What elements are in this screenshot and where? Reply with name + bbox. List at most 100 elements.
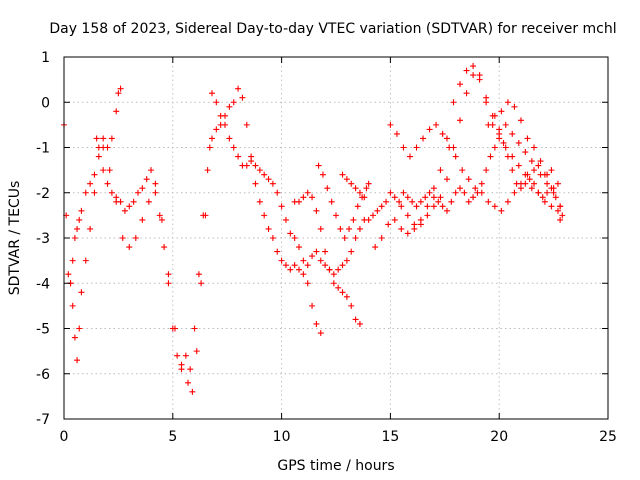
data-point: [317, 225, 324, 232]
data-point: [193, 348, 200, 355]
data-point: [446, 144, 453, 151]
data-point: [78, 207, 85, 214]
data-point: [132, 235, 139, 241]
x-tick-label: 25: [599, 429, 617, 445]
series-5: [315, 162, 372, 241]
data-point: [119, 235, 126, 241]
data-point: [165, 271, 172, 278]
data-point: [502, 144, 509, 151]
data-point: [396, 198, 403, 205]
data-point: [178, 366, 185, 373]
data-point: [91, 171, 98, 178]
data-point: [158, 216, 165, 223]
data-point: [78, 289, 85, 296]
data-point: [161, 244, 168, 251]
data-point: [139, 216, 146, 223]
data-point: [491, 144, 498, 151]
data-point: [113, 198, 120, 205]
data-point: [354, 203, 361, 210]
data-point: [452, 189, 459, 196]
data-point: [337, 225, 344, 232]
data-point: [278, 257, 285, 264]
data-points: [61, 63, 566, 395]
data-point: [552, 194, 559, 201]
data-point: [230, 99, 237, 106]
data-point: [398, 225, 405, 232]
data-point: [548, 167, 555, 174]
data-point: [252, 162, 259, 169]
data-point: [356, 189, 363, 196]
data-point: [198, 280, 205, 287]
data-point: [348, 248, 355, 255]
data-point: [544, 171, 551, 178]
plot-frame: [63, 56, 609, 420]
data-point: [531, 167, 538, 174]
data-point: [330, 271, 337, 278]
y-tick-label: -1: [36, 141, 50, 157]
data-point: [189, 388, 196, 395]
data-point: [470, 72, 477, 79]
x-axis-label: GPS time / hours: [277, 458, 394, 474]
data-point: [470, 63, 477, 70]
data-point: [261, 171, 268, 178]
data-point: [433, 121, 440, 128]
data-point: [541, 198, 548, 205]
data-point: [226, 135, 233, 142]
data-point: [420, 135, 427, 142]
data-point: [483, 99, 490, 106]
data-point: [524, 171, 531, 178]
y-tick-label: -3: [36, 231, 50, 247]
data-point: [243, 162, 250, 169]
data-point: [413, 144, 420, 151]
data-point: [535, 189, 542, 196]
data-point: [333, 212, 339, 219]
data-point: [76, 325, 83, 332]
data-point: [504, 198, 511, 205]
data-point: [422, 194, 429, 201]
data-point: [108, 135, 115, 142]
data-point: [326, 266, 333, 273]
data-point: [126, 203, 133, 210]
data-point: [478, 189, 485, 196]
y-tick-label: -7: [36, 412, 50, 428]
data-point: [291, 235, 298, 241]
data-point: [404, 212, 411, 219]
data-point: [406, 153, 413, 160]
data-point: [296, 244, 303, 251]
data-point: [452, 153, 459, 160]
data-point: [524, 135, 531, 142]
data-point: [126, 244, 133, 251]
data-point: [398, 203, 405, 210]
data-point: [502, 121, 509, 128]
x-tick-label: 0: [60, 429, 69, 445]
data-point: [511, 189, 518, 196]
data-point: [463, 67, 470, 74]
data-point: [95, 153, 102, 160]
data-point: [213, 99, 220, 106]
y-tick-label: -5: [36, 322, 50, 338]
data-point: [71, 334, 78, 341]
series-2: [93, 135, 213, 395]
data-point: [515, 162, 522, 169]
data-point: [554, 180, 561, 187]
data-point: [343, 257, 350, 264]
data-point: [352, 316, 359, 323]
data-point: [113, 108, 120, 115]
data-point: [69, 257, 76, 264]
data-point: [372, 244, 379, 251]
x-tick-label: 15: [381, 429, 399, 445]
data-point: [391, 194, 398, 201]
data-point: [104, 180, 111, 187]
data-point: [300, 257, 307, 264]
data-point: [559, 212, 566, 219]
data-point: [511, 103, 518, 110]
data-point: [335, 266, 342, 273]
data-point: [356, 320, 363, 327]
data-point: [213, 126, 220, 133]
data-point: [430, 185, 437, 192]
data-point: [74, 225, 81, 232]
data-point: [269, 235, 276, 241]
data-point: [365, 216, 372, 223]
series-0: [61, 85, 564, 373]
